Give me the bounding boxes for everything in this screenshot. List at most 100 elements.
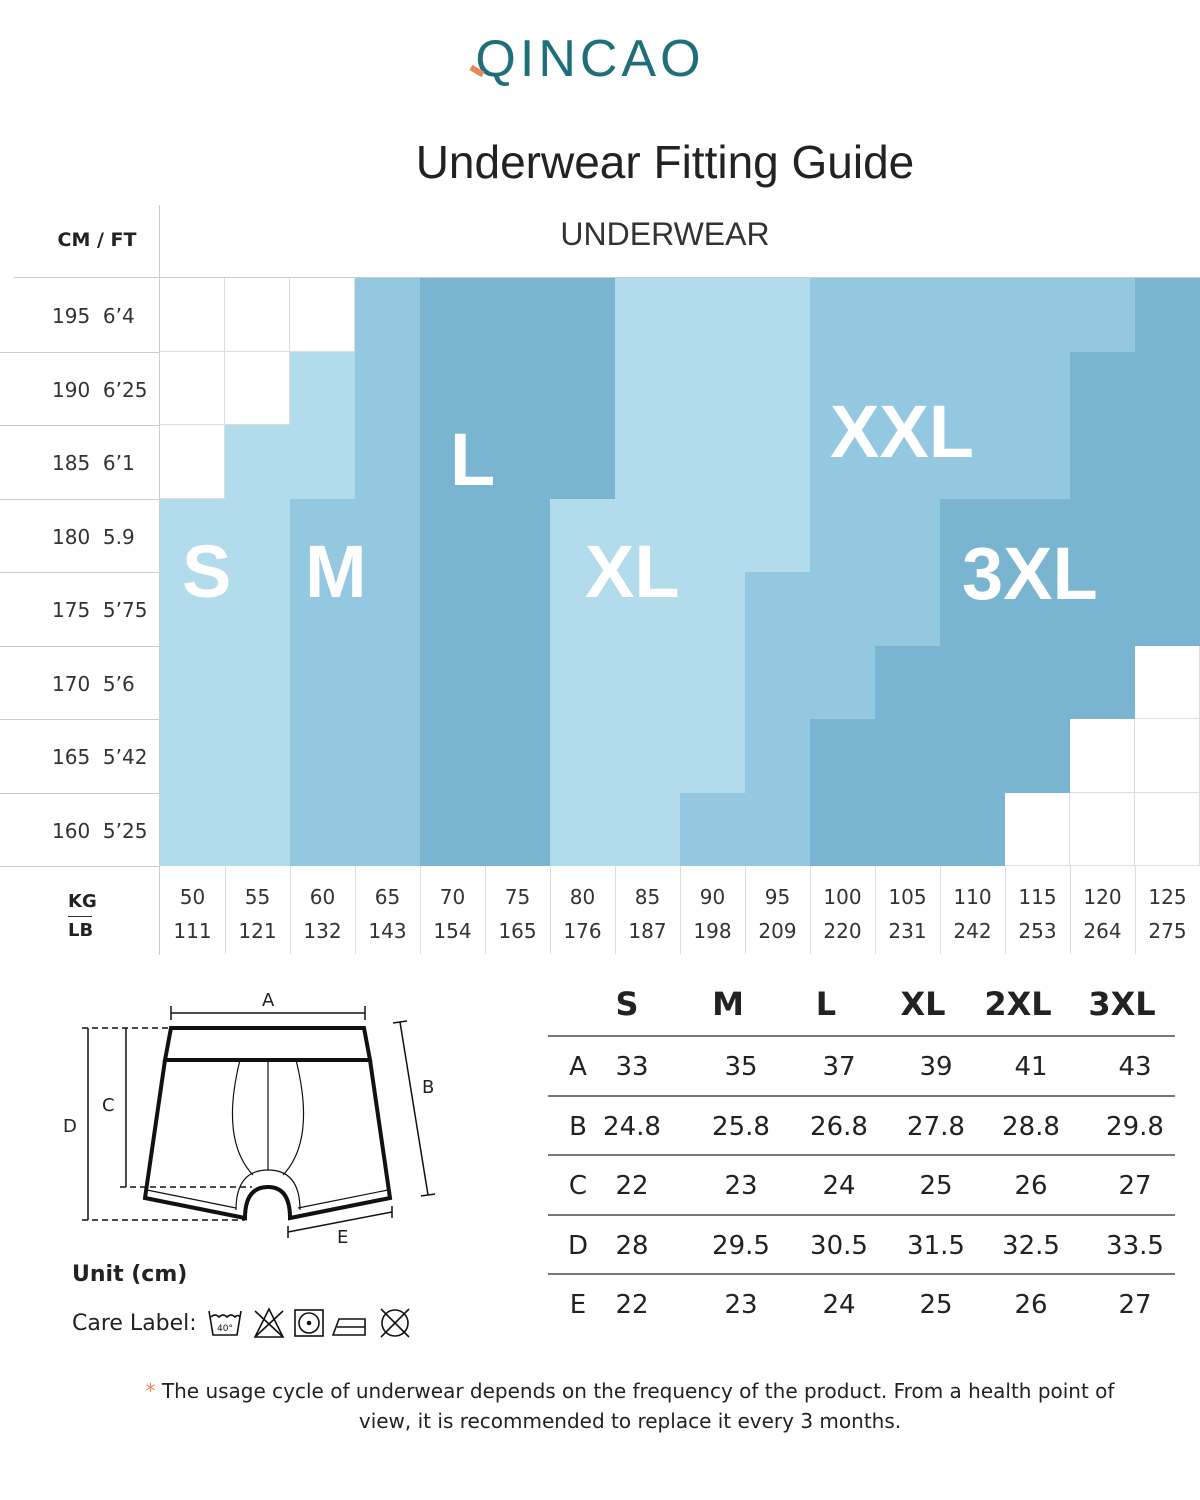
grid-cell-xxl bbox=[875, 351, 940, 425]
table-row-divider bbox=[548, 1273, 1175, 1275]
height-cm: 185 bbox=[52, 451, 91, 475]
grid-cell-xl bbox=[615, 645, 680, 719]
grid-cell-3xl bbox=[1005, 645, 1070, 719]
grid-cell-m bbox=[290, 719, 355, 793]
grid-cell-s bbox=[160, 498, 225, 572]
measurement-value: 39 bbox=[919, 1052, 953, 1082]
height-row-label: 175 5’75 bbox=[52, 598, 147, 622]
footnote-text: The usage cycle of underwear depends on … bbox=[161, 1379, 1115, 1433]
grid-cell-3xl bbox=[1070, 572, 1135, 646]
grid-cell-xl bbox=[615, 572, 680, 646]
grid-cell-3xl bbox=[940, 645, 1005, 719]
column-divider bbox=[1070, 866, 1071, 954]
label-d: D bbox=[63, 1116, 77, 1137]
grid-cell-xxl bbox=[810, 572, 875, 646]
grid-cell-xl bbox=[615, 498, 680, 572]
height-row-label: 160 5’25 bbox=[52, 819, 147, 843]
weight-kg: 115 bbox=[1018, 885, 1057, 909]
grid-cell-xxl bbox=[875, 425, 940, 499]
grid-cell-l bbox=[550, 278, 615, 352]
measurement-value: 24.8 bbox=[603, 1111, 661, 1142]
grid-cell-3xl bbox=[1070, 645, 1135, 719]
column-divider bbox=[875, 866, 876, 954]
grid-cell-3xl bbox=[875, 792, 940, 866]
grid-cell-xxl bbox=[810, 425, 875, 499]
column-divider bbox=[940, 866, 941, 954]
weight-lb: 132 bbox=[303, 919, 342, 943]
weight-kg: 50 bbox=[179, 885, 206, 909]
grid-cell-s bbox=[225, 719, 290, 793]
weight-column-label: 50 111 bbox=[160, 880, 225, 948]
weight-column-label: 100 220 bbox=[810, 880, 875, 948]
measurement-value: 32.5 bbox=[1002, 1230, 1060, 1261]
grid-cell-3xl bbox=[1070, 498, 1135, 572]
measurement-value: 35 bbox=[724, 1052, 758, 1082]
weight-column-label: 120 264 bbox=[1070, 880, 1135, 948]
grid-cell-m bbox=[290, 498, 355, 572]
row-divider bbox=[0, 351, 160, 353]
grid-cell-xl bbox=[550, 498, 615, 572]
grid-cell-s bbox=[160, 719, 225, 793]
size-label-s: S bbox=[182, 530, 232, 613]
lb-label: LB bbox=[68, 916, 93, 945]
grid-cell-xxl bbox=[745, 719, 810, 793]
grid-cell-l bbox=[550, 351, 615, 425]
measurement-value: 24 bbox=[822, 1171, 856, 1201]
column-divider bbox=[810, 866, 811, 954]
measurement-key: E bbox=[569, 1290, 587, 1320]
weight-lb: 253 bbox=[1018, 919, 1057, 943]
weight-lb: 242 bbox=[953, 919, 992, 943]
weight-column-label: 115 253 bbox=[1005, 880, 1070, 948]
weight-kg: 105 bbox=[888, 885, 927, 909]
weight-lb: 220 bbox=[823, 919, 862, 943]
height-cm: 170 bbox=[52, 671, 91, 696]
weight-lb: 111 bbox=[173, 919, 212, 943]
height-ft: 5’75 bbox=[102, 598, 148, 622]
measurement-key: D bbox=[567, 1230, 589, 1261]
grid-cell-l bbox=[485, 498, 550, 572]
weight-lb: 231 bbox=[888, 919, 927, 943]
measurement-value: 22 bbox=[615, 1171, 649, 1201]
grid-cell-xxl bbox=[1005, 351, 1070, 425]
footnote-star: * bbox=[145, 1379, 156, 1403]
weight-lb: 275 bbox=[1148, 919, 1187, 943]
grid-cell-xl bbox=[680, 719, 745, 793]
height-cm: 195 bbox=[52, 304, 91, 328]
height-row-label: 185 6’1 bbox=[52, 451, 135, 475]
wash-temp: 40° bbox=[217, 1324, 233, 1334]
grid-cell-xxl bbox=[875, 278, 940, 352]
grid-cell-m bbox=[355, 425, 420, 499]
measurement-value: 25.8 bbox=[712, 1111, 770, 1142]
measurement-value: 31.5 bbox=[907, 1230, 965, 1261]
grid-cell-empty bbox=[1135, 719, 1200, 793]
weight-kg: 90 bbox=[699, 885, 726, 909]
column-divider bbox=[745, 866, 746, 954]
grid-cell-xl bbox=[680, 351, 745, 425]
grid-cell-empty bbox=[160, 278, 225, 352]
size-label-3xl: 3XL bbox=[962, 532, 1098, 615]
height-ft: 6’25 bbox=[102, 377, 148, 402]
height-row-label: 190 6’25 bbox=[52, 378, 147, 402]
grid-cell-3xl bbox=[1135, 278, 1200, 352]
height-ft: 5’25 bbox=[102, 818, 148, 843]
height-ft: 6’1 bbox=[102, 451, 135, 475]
weight-lb: 198 bbox=[693, 919, 732, 943]
measurement-value: 41 bbox=[1014, 1052, 1048, 1082]
grid-cell-3xl bbox=[940, 498, 1005, 572]
grid-cell-xl bbox=[745, 351, 810, 425]
underwear-diagram: A B C D E bbox=[63, 990, 436, 1248]
measurement-key: B bbox=[569, 1111, 587, 1142]
brand-logo: QINCAO bbox=[469, 30, 701, 88]
height-ft: 5.9 bbox=[102, 524, 135, 549]
measurement-value: 25 bbox=[919, 1290, 953, 1320]
size-label-xxl: XXL bbox=[830, 390, 974, 473]
table-row-divider bbox=[548, 1035, 1175, 1037]
grid-cell-s bbox=[160, 645, 225, 719]
grid-cell-l bbox=[420, 498, 485, 572]
label-c: C bbox=[102, 1095, 115, 1116]
weight-kg: 110 bbox=[953, 885, 992, 909]
grid-cell-l bbox=[420, 645, 485, 719]
no-dry-clean-icon bbox=[380, 1308, 410, 1338]
height-cm: 165 bbox=[52, 745, 91, 769]
grid-cell-xxl bbox=[745, 792, 810, 866]
